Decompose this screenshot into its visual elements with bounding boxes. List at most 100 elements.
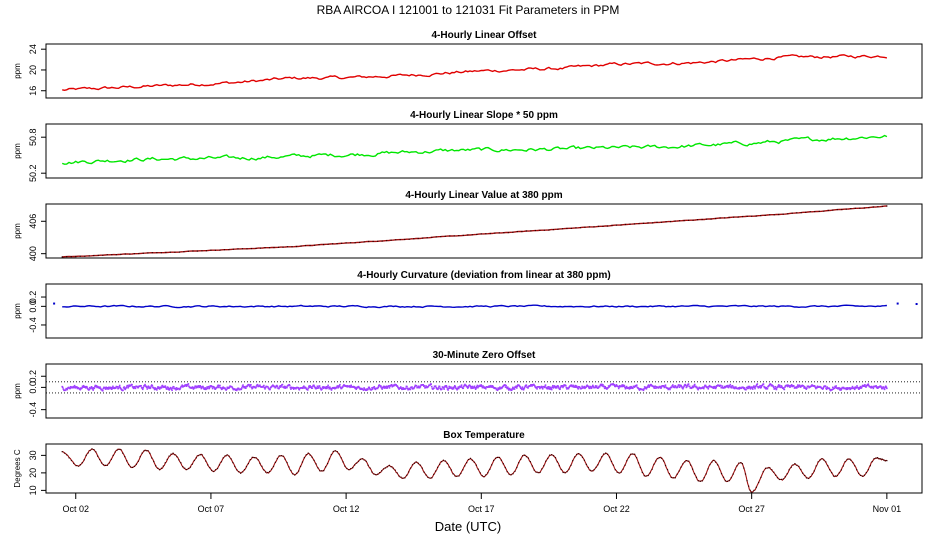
data-point-zero <box>728 385 731 387</box>
data-point-temp <box>827 465 829 467</box>
data-point-value <box>611 224 613 227</box>
data-point-zero <box>576 386 578 388</box>
data-point-zero <box>719 384 722 387</box>
data-point-zero <box>407 388 410 391</box>
data-point-temp <box>639 466 642 469</box>
data-point-zero <box>508 389 510 391</box>
data-point-value <box>818 210 820 212</box>
data-point-value <box>93 254 95 257</box>
data-point-temp <box>421 467 423 469</box>
data-point-value <box>728 216 730 219</box>
data-point-zero <box>795 387 798 389</box>
data-point-temp <box>518 462 520 464</box>
data-point-zero <box>776 386 779 388</box>
data-point-zero <box>708 386 710 388</box>
data-point-zero <box>552 384 554 387</box>
data-point-value <box>350 242 352 244</box>
data-point-zero <box>751 387 754 389</box>
data-point-temp <box>491 464 493 466</box>
data-point-zero <box>187 383 190 385</box>
data-point-zero <box>179 387 182 389</box>
data-point-temp <box>672 477 674 479</box>
data-point-zero <box>149 386 152 389</box>
data-point-temp <box>431 477 433 479</box>
data-point-zero <box>338 384 341 387</box>
data-point-temp <box>744 473 747 475</box>
data-point-value <box>368 240 370 243</box>
data-point-zero <box>144 383 146 386</box>
data-point-zero <box>425 385 427 387</box>
data-point-zero <box>764 386 766 389</box>
data-point-zero <box>198 386 201 389</box>
data-point-zero <box>574 384 577 387</box>
data-point-temp <box>373 473 375 475</box>
data-point-zero <box>141 388 144 391</box>
data-point-temp <box>263 469 265 471</box>
data-point-zero <box>95 385 97 388</box>
data-point-temp <box>230 458 232 460</box>
data-point-zero <box>163 386 166 388</box>
data-point-value <box>746 215 748 217</box>
panel-title-value: 4-Hourly Linear Value at 380 ppm <box>405 190 562 201</box>
data-point-zero <box>756 383 759 385</box>
data-point-temp <box>377 473 379 475</box>
data-point-zero <box>448 385 450 388</box>
data-point-zero <box>757 385 759 388</box>
data-point-zero <box>372 386 375 389</box>
data-point-value <box>724 217 726 219</box>
data-point-temp <box>108 462 110 464</box>
data-point-value <box>111 254 113 256</box>
data-point-temp <box>670 476 672 478</box>
data-point-temp <box>527 457 530 459</box>
data-point-temp <box>379 472 381 474</box>
data-point-zero <box>136 385 138 388</box>
data-point-zero <box>240 388 243 391</box>
data-point-temp <box>496 456 499 459</box>
data-point-temp <box>174 454 176 456</box>
data-point-temp <box>494 457 497 459</box>
data-point-value <box>525 230 527 232</box>
data-point-value <box>363 241 365 243</box>
data-point-zero <box>127 385 130 388</box>
data-point-zero <box>259 384 261 387</box>
data-point-zero <box>498 387 501 390</box>
data-point-zero <box>645 387 648 390</box>
data-point-zero <box>549 388 551 391</box>
data-point-value <box>809 211 811 213</box>
data-point-temp <box>753 489 755 492</box>
series-markers-temp <box>61 448 888 493</box>
data-point-zero <box>615 384 618 386</box>
data-point-temp <box>83 459 85 461</box>
data-point-temp <box>251 456 253 459</box>
data-point-value <box>327 243 329 245</box>
data-point-zero <box>424 386 427 389</box>
data-point-zero <box>886 387 888 390</box>
data-point-temp <box>760 476 762 479</box>
data-point-zero <box>357 386 359 389</box>
data-point-temp <box>645 475 647 477</box>
data-point-zero <box>839 387 842 390</box>
data-point-zero <box>383 385 385 388</box>
data-point-zero <box>353 386 356 388</box>
data-point-zero <box>69 385 72 388</box>
data-point-temp <box>856 469 858 471</box>
data-point-zero <box>554 386 556 388</box>
data-point-zero <box>475 387 478 389</box>
data-point-value <box>147 252 149 254</box>
data-point-zero <box>264 388 266 390</box>
data-point-temp <box>825 461 827 463</box>
data-point-zero <box>333 386 336 389</box>
data-point-zero <box>825 388 828 391</box>
data-point-zero <box>758 386 761 388</box>
data-point-zero <box>696 387 699 390</box>
data-point-temp <box>454 475 456 477</box>
data-point-temp <box>738 462 740 464</box>
data-point-value <box>471 234 473 236</box>
data-point-zero <box>864 384 866 386</box>
data-point-zero <box>793 385 795 387</box>
data-point-zero <box>541 386 543 389</box>
data-point-zero <box>735 386 737 388</box>
data-point-temp <box>303 457 305 459</box>
data-point-zero <box>872 387 875 390</box>
data-point-zero <box>682 387 684 390</box>
